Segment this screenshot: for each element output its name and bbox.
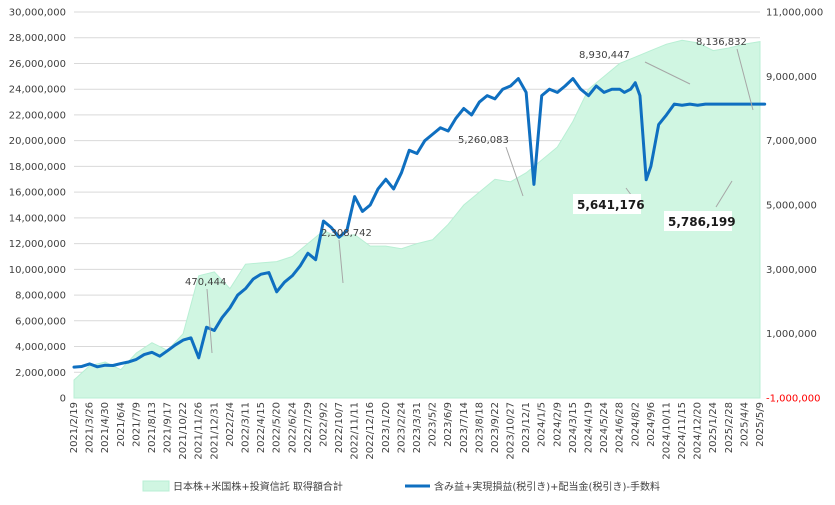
- left-axis-tick-label: 16,000,000: [9, 188, 66, 199]
- annotation-label: 2,308,742: [321, 228, 372, 239]
- left-axis-tick-label: 6,000,000: [15, 316, 66, 327]
- left-axis-tick-label: 20,000,000: [9, 136, 66, 147]
- right-axis-tick-label: -1,000,000: [766, 394, 821, 405]
- x-axis-tick-label: 2022/4/15: [256, 402, 267, 453]
- x-axis-tick-label: 2024/8/2: [630, 402, 641, 447]
- x-axis-tick-label: 2024/4/19: [584, 402, 595, 453]
- x-axis-tick-label: 2023/2/24: [396, 402, 407, 453]
- legend-area-label: 日本株+米国株+投資信託 取得額合計: [173, 480, 343, 493]
- x-axis-tick-label: 2024/2/9: [552, 402, 563, 447]
- annotation-label: 5,641,176: [577, 198, 645, 212]
- x-axis-tick-label: 2025/5/9: [755, 402, 766, 447]
- x-axis-tick-label: 2023/7/14: [459, 402, 470, 453]
- x-axis-tick-label: 2023/12/1: [521, 402, 532, 453]
- annotation-leader: [505, 146, 524, 197]
- x-axis-tick-label: 2022/12/16: [365, 402, 376, 460]
- x-axis-ticks: 2021/2/19 2021/3/26 2021/4/30 2021/6/4 2021/…: [69, 402, 766, 460]
- left-axis-tick-label: 26,000,000: [9, 59, 66, 70]
- legend: 日本株+米国株+投資信託 取得額合計 含み益+実現損益(税引き)+配当金(税引き…: [142, 480, 660, 493]
- x-axis-tick-label: 2023/1/20: [381, 402, 392, 453]
- left-axis-tick-label: 28,000,000: [9, 33, 66, 44]
- x-axis-tick-label: 2023/6/9: [443, 402, 454, 447]
- x-axis-tick-label: 2024/12/20: [693, 402, 704, 460]
- left-axis-tick-label: 30,000,000: [9, 8, 66, 19]
- x-axis-tick-label: 2023/9/22: [490, 402, 501, 453]
- x-axis-tick-label: 2022/10/7: [334, 402, 345, 453]
- x-axis-tick-label: 2021/2/19: [69, 402, 80, 453]
- x-axis-tick-label: 2024/10/11: [661, 402, 672, 460]
- annotation-leader: [715, 180, 733, 208]
- right-axis-tick-label: 9,000,000: [766, 72, 817, 83]
- x-axis-tick-label: 2023/8/18: [474, 402, 485, 453]
- annotation-box: [573, 194, 641, 214]
- x-axis-tick-label: 2022/2/4: [225, 402, 236, 447]
- left-axis-tick-label: 0: [60, 394, 66, 405]
- line-series-path: [72, 77, 767, 369]
- x-axis-tick-label: 2025/1/24: [708, 402, 719, 453]
- x-axis-tick-label: 2022/9/2: [318, 402, 329, 447]
- x-axis-tick-label: 2024/3/15: [568, 402, 579, 453]
- x-axis-tick-label: 2022/6/24: [287, 402, 298, 453]
- left-axis-tick-label: 18,000,000: [9, 162, 66, 173]
- x-axis-tick-label: 2021/9/17: [163, 402, 174, 453]
- right-axis-tick-label: 7,000,000: [766, 136, 817, 147]
- x-axis-tick-label: 2022/7/29: [303, 402, 314, 453]
- annotation-leader: [644, 61, 691, 85]
- left-axis-tick-label: 22,000,000: [9, 110, 66, 121]
- annotations: 470,444 2,308,742 5,260,083 8,930,447 8,136,…: [185, 37, 754, 354]
- x-axis-tick-label: 2025/4/4: [739, 402, 750, 447]
- left-axis-tick-label: 12,000,000: [9, 239, 66, 250]
- right-axis-tick-label: 1,000,000: [766, 329, 817, 340]
- annotation-label: 470,444: [185, 277, 226, 288]
- x-axis-tick-label: 2024/1/5: [537, 402, 548, 447]
- legend-area-swatch: [142, 480, 170, 492]
- x-axis-tick-label: 2022/5/20: [272, 402, 283, 453]
- x-axis-tick-label: 2022/11/11: [350, 402, 361, 460]
- x-axis-tick-label: 2024/9/6: [646, 402, 657, 447]
- x-axis-tick-label: 2021/12/31: [209, 402, 220, 460]
- left-axis-tick-label: 8,000,000: [15, 291, 66, 302]
- right-axis-tick-label: 3,000,000: [766, 265, 817, 276]
- x-axis-tick-label: 2021/10/22: [178, 402, 189, 460]
- x-axis-tick-label: 2023/3/31: [412, 402, 423, 453]
- left-axis-ticks: 0 2,000,000 4,000,000 6,000,000 8,000,000 10,…: [9, 8, 66, 405]
- left-axis-tick-label: 24,000,000: [9, 85, 66, 96]
- annotation-box: [664, 211, 732, 231]
- left-axis-tick-label: 4,000,000: [15, 342, 66, 353]
- x-axis-tick-label: 2025/2/28: [724, 402, 735, 453]
- annotation-label: 8,930,447: [579, 50, 630, 61]
- right-axis-ticks: -1,000,000 1,000,000 3,000,000 5,000,000 7,0…: [766, 8, 823, 405]
- x-axis-tick-label: 2021/7/9: [131, 402, 142, 447]
- x-axis-tick-label: 2021/6/4: [116, 402, 127, 447]
- x-axis-tick-label: 2021/8/13: [147, 402, 158, 453]
- x-axis-tick-label: 2022/3/11: [241, 402, 252, 453]
- annotation-leader: [338, 239, 344, 284]
- annotation-leader: [736, 48, 754, 111]
- left-axis-tick-label: 2,000,000: [15, 368, 66, 379]
- left-axis-tick-label: 14,000,000: [9, 213, 66, 224]
- x-axis-tick-label: 2023/10/27: [506, 402, 517, 460]
- x-axis-tick-label: 2021/3/26: [85, 402, 96, 453]
- left-axis-tick-label: 10,000,000: [9, 265, 66, 276]
- line-series: [72, 77, 767, 369]
- x-axis-tick-label: 2021/4/30: [100, 402, 111, 453]
- legend-line-label: 含み益+実現損益(税引き)+配当金(税引き)-手数料: [434, 480, 660, 493]
- annotation-label: 5,786,199: [668, 215, 736, 229]
- annotation-label: 5,260,083: [458, 135, 509, 146]
- x-axis-tick-label: 2021/11/26: [194, 402, 205, 460]
- x-axis-tick-label: 2023/5/2: [428, 402, 439, 447]
- right-axis-tick-label: 11,000,000: [766, 8, 823, 19]
- annotation-label: 8,136,832: [696, 37, 747, 48]
- area-series-fill: [73, 39, 761, 399]
- area-series: [73, 39, 761, 399]
- right-axis-tick-label: 5,000,000: [766, 201, 817, 212]
- x-axis-tick-label: 2024/5/24: [599, 402, 610, 453]
- x-axis-tick-label: 2024/11/15: [677, 402, 688, 460]
- x-axis-tick-label: 2024/6/28: [615, 402, 626, 453]
- annotation-leader: [206, 288, 213, 354]
